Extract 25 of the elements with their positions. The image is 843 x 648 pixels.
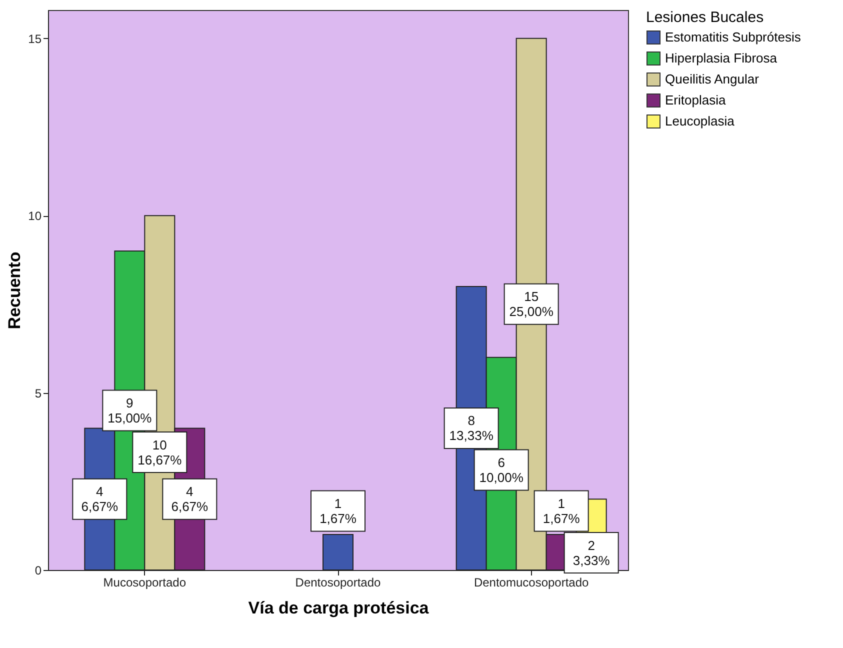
- data-label: 4 6,67%: [171, 484, 209, 514]
- x-tick-label: Dentosoportado: [295, 576, 382, 590]
- data-label: 1 1,67%: [320, 496, 357, 526]
- x-tick-label: Dentomucosoportado: [474, 576, 590, 590]
- data-label: 6 10,00%: [479, 455, 524, 485]
- x-axis-title: Vía de carga protésica: [248, 598, 430, 618]
- data-label: 15 25,00%: [509, 289, 554, 320]
- data-label: 2 3,33%: [572, 538, 610, 568]
- legend-label: Queilitis Angular: [665, 72, 760, 86]
- data-label: 9 15,00%: [108, 396, 152, 426]
- y-tick-label: 5: [34, 386, 42, 400]
- y-tick-label: 0: [34, 564, 42, 578]
- y-tick-label: 10: [28, 209, 42, 224]
- data-label: 10 16,67%: [138, 437, 182, 468]
- data-label: 8 13,33%: [449, 413, 494, 444]
- data-label: 4 6,67%: [81, 484, 119, 514]
- legend-label: Eritoplasia: [665, 92, 726, 108]
- legend-title: Lesiones Bucales: [646, 9, 764, 26]
- y-axis-title: Recuento: [5, 252, 24, 330]
- legend-label: Estomatitis Subprótesis: [665, 30, 802, 44]
- legend-label: Hiperplasia Fibrosa: [665, 50, 778, 66]
- x-tick-label: Mucosoportado: [103, 576, 186, 590]
- y-tick-label: 15: [28, 32, 42, 46]
- data-label: 1 1,67%: [542, 496, 580, 526]
- legend-label: Leucoplasia: [665, 114, 736, 128]
